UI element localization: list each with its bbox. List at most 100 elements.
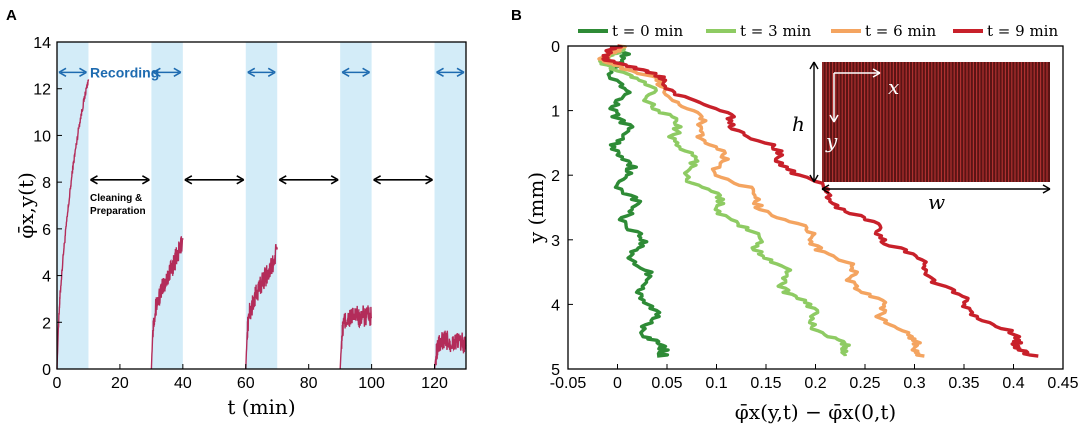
panel-a-xtick-label: 40: [174, 375, 192, 392]
panel-b-xtick-label: -0.05: [550, 375, 587, 392]
cleaning-arrow-3-head-right: [330, 175, 339, 185]
cleaning-arrow-2-head-right: [236, 175, 245, 185]
panel-a-frame: [56, 41, 467, 370]
panel-a-xtick-label: 60: [237, 375, 255, 392]
panel-b-ytick-label: 4: [551, 297, 560, 314]
recording-bands: [57, 42, 466, 369]
inset-y-label: y: [825, 129, 838, 153]
recording-arrow-4-head-left: [341, 67, 350, 78]
cleaning-arrow-4: [373, 175, 433, 185]
cleaning-arrow-2: [184, 175, 245, 185]
legend-label-s0: t = 0 min: [612, 22, 683, 40]
panel-a-ytick-label: 6: [42, 222, 51, 239]
recording-arrow-5: [436, 67, 465, 78]
panel-a-ytick-label: 8: [42, 175, 51, 192]
panel-b-xtick-label: 0.25: [849, 375, 880, 392]
panel-b-xtick-label: 0.15: [750, 375, 781, 392]
inset-w-arrowheads: [821, 184, 1051, 194]
panel-a-letter: A: [6, 7, 17, 24]
recording-arrow-1: [58, 67, 87, 78]
panel-a-series-5: [433, 330, 467, 370]
panel-b-xtick-label: 0: [613, 375, 622, 392]
inset-h-arrowheads: [809, 61, 819, 183]
recording-arrow-5-head-left: [436, 67, 444, 78]
panel-a-xtick-label: 0: [53, 375, 62, 392]
panel-b-ytick-label: 2: [551, 168, 560, 185]
recording-arrow-1-head-left: [58, 67, 67, 78]
recording-arrow-2-head-right: [173, 67, 182, 78]
panel-b-xtick-label: 0.1: [705, 375, 727, 392]
inset-axes: [809, 61, 1051, 194]
panel-a-ytick-label: 4: [42, 269, 51, 286]
cleaning-arrow-3-head-left: [278, 175, 287, 185]
recording-band-5: [434, 42, 466, 369]
panel-a-series-4: [339, 305, 373, 370]
panel-a-series-2: [150, 236, 184, 370]
recording-arrow-4-head-right: [362, 67, 371, 78]
inset-x-arrowhead: [872, 68, 881, 78]
panel-a-xtick-label: 120: [421, 375, 448, 392]
panel-a-series-3: [245, 243, 278, 370]
panel-a-xtick-label: 100: [358, 375, 385, 392]
panel-b-series-s0: [606, 45, 670, 358]
panel-b-xtick-label: 0.3: [903, 375, 925, 392]
panel-b-ytick-label: 3: [551, 233, 560, 250]
inset-background: [822, 62, 1050, 182]
panel-b-xtick-label: 0.35: [948, 375, 979, 392]
recording-arrow-4: [341, 67, 371, 78]
recording-arrow-5-head-right: [456, 67, 465, 78]
recording-band-1: [57, 42, 89, 369]
panel-a-ytick-label: 0: [42, 362, 51, 379]
cleaning-arrow-4-head-left: [373, 175, 382, 185]
cleaning-arrow-4-head-right: [425, 175, 433, 185]
cleaning-arrow-1-head-right: [141, 175, 150, 185]
cleaning-arrow-1-head-left: [90, 175, 98, 185]
panel-a-series: [56, 79, 467, 370]
recording-band-3: [245, 42, 278, 369]
cleaning-label: Cleaning &: [90, 193, 142, 204]
legend-label-s3: t = 3 min: [740, 22, 811, 40]
legend-label-s9: t = 9 min: [987, 22, 1058, 40]
panel-b-xlabel: φ̄x(y,t) − φ̄x(0,t): [735, 400, 896, 424]
inset-stripes: [822, 62, 1048, 182]
panel-a-ytick-label: 14: [33, 35, 51, 52]
recording-arrow-3-head-left: [247, 67, 256, 78]
panel-a-ylabel: φ̄x,y(t): [14, 172, 38, 239]
panel-a: 0 20 40 60 80 100 120 0 2 4 6 8 10 12 14 Recording Cle…: [14, 35, 467, 419]
panel-b-legend: t = 0 min t = 3 min t = 6 min t = 9 min: [578, 22, 1058, 40]
recording-arrow-3: [247, 67, 276, 78]
panel-a-ytick-label: 10: [33, 128, 51, 145]
panel-b-xtick-label: 0.2: [804, 375, 826, 392]
recording-band-2: [151, 42, 183, 369]
recording-arrow-2: [152, 67, 182, 78]
inset-h-label: h: [792, 112, 805, 136]
preparation-label: Preparation: [90, 206, 146, 217]
recording-arrow-1-head-right: [79, 67, 87, 78]
recording-label: Recording: [90, 64, 159, 80]
cleaning-arrow-2-head-left: [184, 175, 193, 185]
cleaning-arrow-1: [90, 175, 150, 185]
panel-a-arrows: [58, 67, 465, 185]
inset-image: x y h w: [792, 61, 1051, 214]
panel-b-ytick-label: 0: [551, 39, 560, 56]
panel-b-series-s3: [598, 44, 851, 357]
panel-b-ytick-label: 1: [551, 104, 560, 121]
panel-b-letter: B: [511, 7, 522, 24]
panel-b-xtick-label: 0.05: [651, 375, 682, 392]
cleaning-arrow-3: [278, 175, 339, 185]
panel-b-ylabel: y (mm): [524, 172, 548, 244]
inset-w-label: w: [928, 190, 945, 214]
recording-arrow-2-head-left: [152, 67, 161, 78]
panel-b-series-s6: [597, 44, 925, 358]
panel-b-ticks: -0.05 0 0.05 0.1 0.15 0.2 0.25 0.3 0.35 0.4 0.45 0 1…: [550, 39, 1079, 392]
panel-a-xtick-label: 80: [300, 375, 318, 392]
panel-a-ticks: 0 20 40 60 80 100 120 0 2 4 6 8 10 12 14: [33, 35, 448, 392]
panel-a-series-1: [56, 79, 90, 370]
panel-b-xtick-label: 0.45: [1047, 375, 1078, 392]
panel-a-xlabel: t (min): [227, 395, 295, 419]
recording-arrow-3-head-right: [267, 67, 276, 78]
panel-a-ytick-label: 2: [42, 315, 51, 332]
panel-a-xtick-label: 20: [111, 375, 129, 392]
legend-label-s6: t = 6 min: [865, 22, 936, 40]
